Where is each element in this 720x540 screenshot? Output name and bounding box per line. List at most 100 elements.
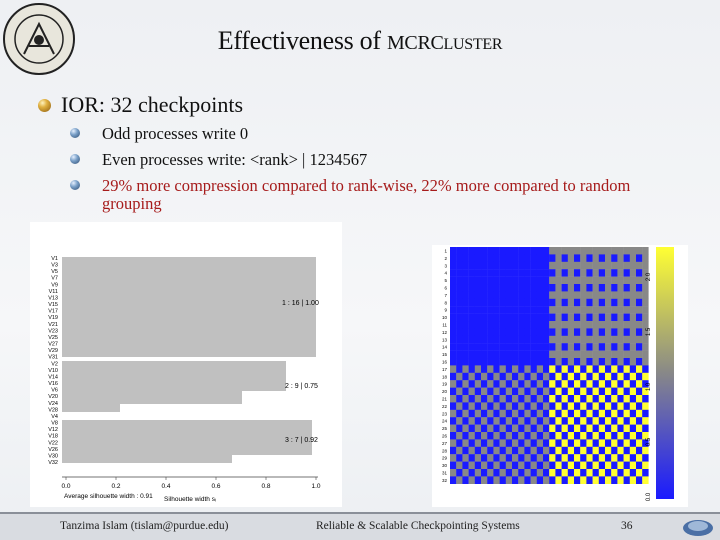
footer-logo-icon (683, 520, 713, 536)
heatmap-cell (567, 469, 575, 477)
heatmap-cell (505, 402, 513, 410)
heatmap-cell (450, 358, 457, 366)
silhouette-row-label: V32 (48, 460, 58, 466)
heatmap-cell (598, 291, 606, 299)
heatmap-cell (549, 409, 556, 418)
heatmap-cell (499, 335, 506, 344)
heatmap-cell (536, 417, 544, 425)
heatmap-cell (642, 439, 649, 447)
heatmap-cell (536, 380, 544, 388)
silhouette-x-label: Silhouette width sᵢ (164, 496, 216, 503)
heatmap-cell (481, 372, 488, 381)
heatmap-cell (617, 402, 624, 410)
heatmap-cell (586, 276, 593, 285)
silhouette-row-label: V12 (48, 427, 58, 433)
heatmap-cell (505, 365, 513, 373)
heatmap-cell (524, 432, 531, 440)
heatmap-cell (456, 254, 463, 262)
heatmap-cell (636, 424, 643, 433)
heatmap-cell (518, 298, 525, 307)
heatmap-cell (623, 461, 630, 470)
heatmap-cell (598, 424, 606, 433)
heatmap-row-label: 1 (444, 249, 447, 254)
heatmap-cell (574, 358, 581, 366)
heatmap-cell (512, 335, 519, 344)
heatmap-cell (518, 276, 525, 285)
heatmap-cell (512, 343, 519, 351)
heatmap-cell (530, 328, 537, 336)
heatmap-cell (611, 335, 618, 344)
heatmap-cell (493, 461, 500, 470)
heatmap-cell (468, 469, 475, 477)
heatmap-cell (555, 439, 562, 447)
heatmap-cell (512, 247, 519, 255)
title-tool-name: MCRCLUSTER (386, 32, 503, 54)
heatmap-cell (642, 432, 649, 440)
heatmap-cell (605, 350, 612, 359)
heatmap-cell (456, 432, 463, 440)
heatmap-cell (493, 476, 500, 484)
heatmap-cell (555, 343, 562, 351)
silhouette-row-label: V4 (51, 414, 58, 420)
heatmap-cell (580, 284, 587, 292)
heatmap-cell (543, 424, 550, 433)
heatmap-cell (543, 454, 550, 462)
heatmap-cell (450, 335, 457, 344)
bullet-icon (70, 180, 80, 190)
silhouette-row-label: V11 (49, 289, 58, 295)
heatmap-cell (450, 432, 457, 440)
heatmap-cell (611, 284, 618, 292)
heatmap-cell (481, 298, 488, 307)
heatmap-cell (574, 424, 581, 433)
heatmap-cell (530, 335, 537, 344)
heatmap-cell (524, 461, 531, 470)
heatmap-cell (493, 387, 500, 396)
heatmap-cell (493, 432, 500, 440)
heatmap-cell (636, 439, 643, 447)
heatmap-cell (543, 298, 550, 307)
heatmap-cell (456, 387, 463, 396)
heatmap-cell (617, 387, 624, 396)
heatmap-cell (518, 469, 525, 477)
heatmap-cell (555, 291, 562, 299)
silhouette-row-label: V19 (48, 315, 58, 321)
heatmap-cell (629, 461, 637, 470)
heatmap-cell (518, 395, 525, 403)
heatmap-cell (617, 284, 624, 292)
heatmap-cell (530, 247, 537, 255)
heatmap-cell (549, 261, 556, 270)
heatmap-row-label: 29 (442, 456, 448, 461)
heatmap-cell (642, 306, 649, 314)
heatmap-cell (605, 365, 612, 373)
heatmap-cell (611, 446, 618, 455)
heatmap-cell (456, 247, 463, 255)
heatmap-cell (505, 395, 513, 403)
heatmap-cell (623, 350, 630, 359)
heatmap-cell (536, 328, 544, 336)
heatmap-row-label: 9 (444, 308, 447, 313)
heatmap-cell (586, 269, 593, 277)
heatmap-cell (549, 395, 556, 403)
heatmap-cell (567, 476, 575, 484)
heatmap-cell (474, 321, 482, 329)
heatmap-cell (549, 446, 556, 455)
heatmap-cell (468, 424, 475, 433)
heatmap-cell (505, 261, 513, 270)
heatmap-cell (493, 298, 500, 307)
heatmap-cell (629, 306, 637, 314)
heatmap-cell (642, 321, 649, 329)
heatmap-cell (636, 321, 643, 329)
subbullet-3: 29% more compression compared to rank-wi… (70, 177, 690, 213)
heatmap-cell (481, 380, 488, 388)
heatmap-cell (629, 247, 637, 255)
heatmap-cell (468, 409, 475, 418)
heatmap-cell (555, 395, 562, 403)
heatmap-cell (611, 402, 618, 410)
heatmap-cell (543, 469, 550, 477)
heatmap-row-label: 2 (444, 256, 447, 261)
heatmap-cell (617, 461, 624, 470)
heatmap-cell (505, 291, 513, 299)
heatmap-row-label: 7 (444, 293, 447, 298)
scale-tick-label: 1.0 (646, 382, 652, 391)
heatmap-cell (574, 387, 581, 396)
